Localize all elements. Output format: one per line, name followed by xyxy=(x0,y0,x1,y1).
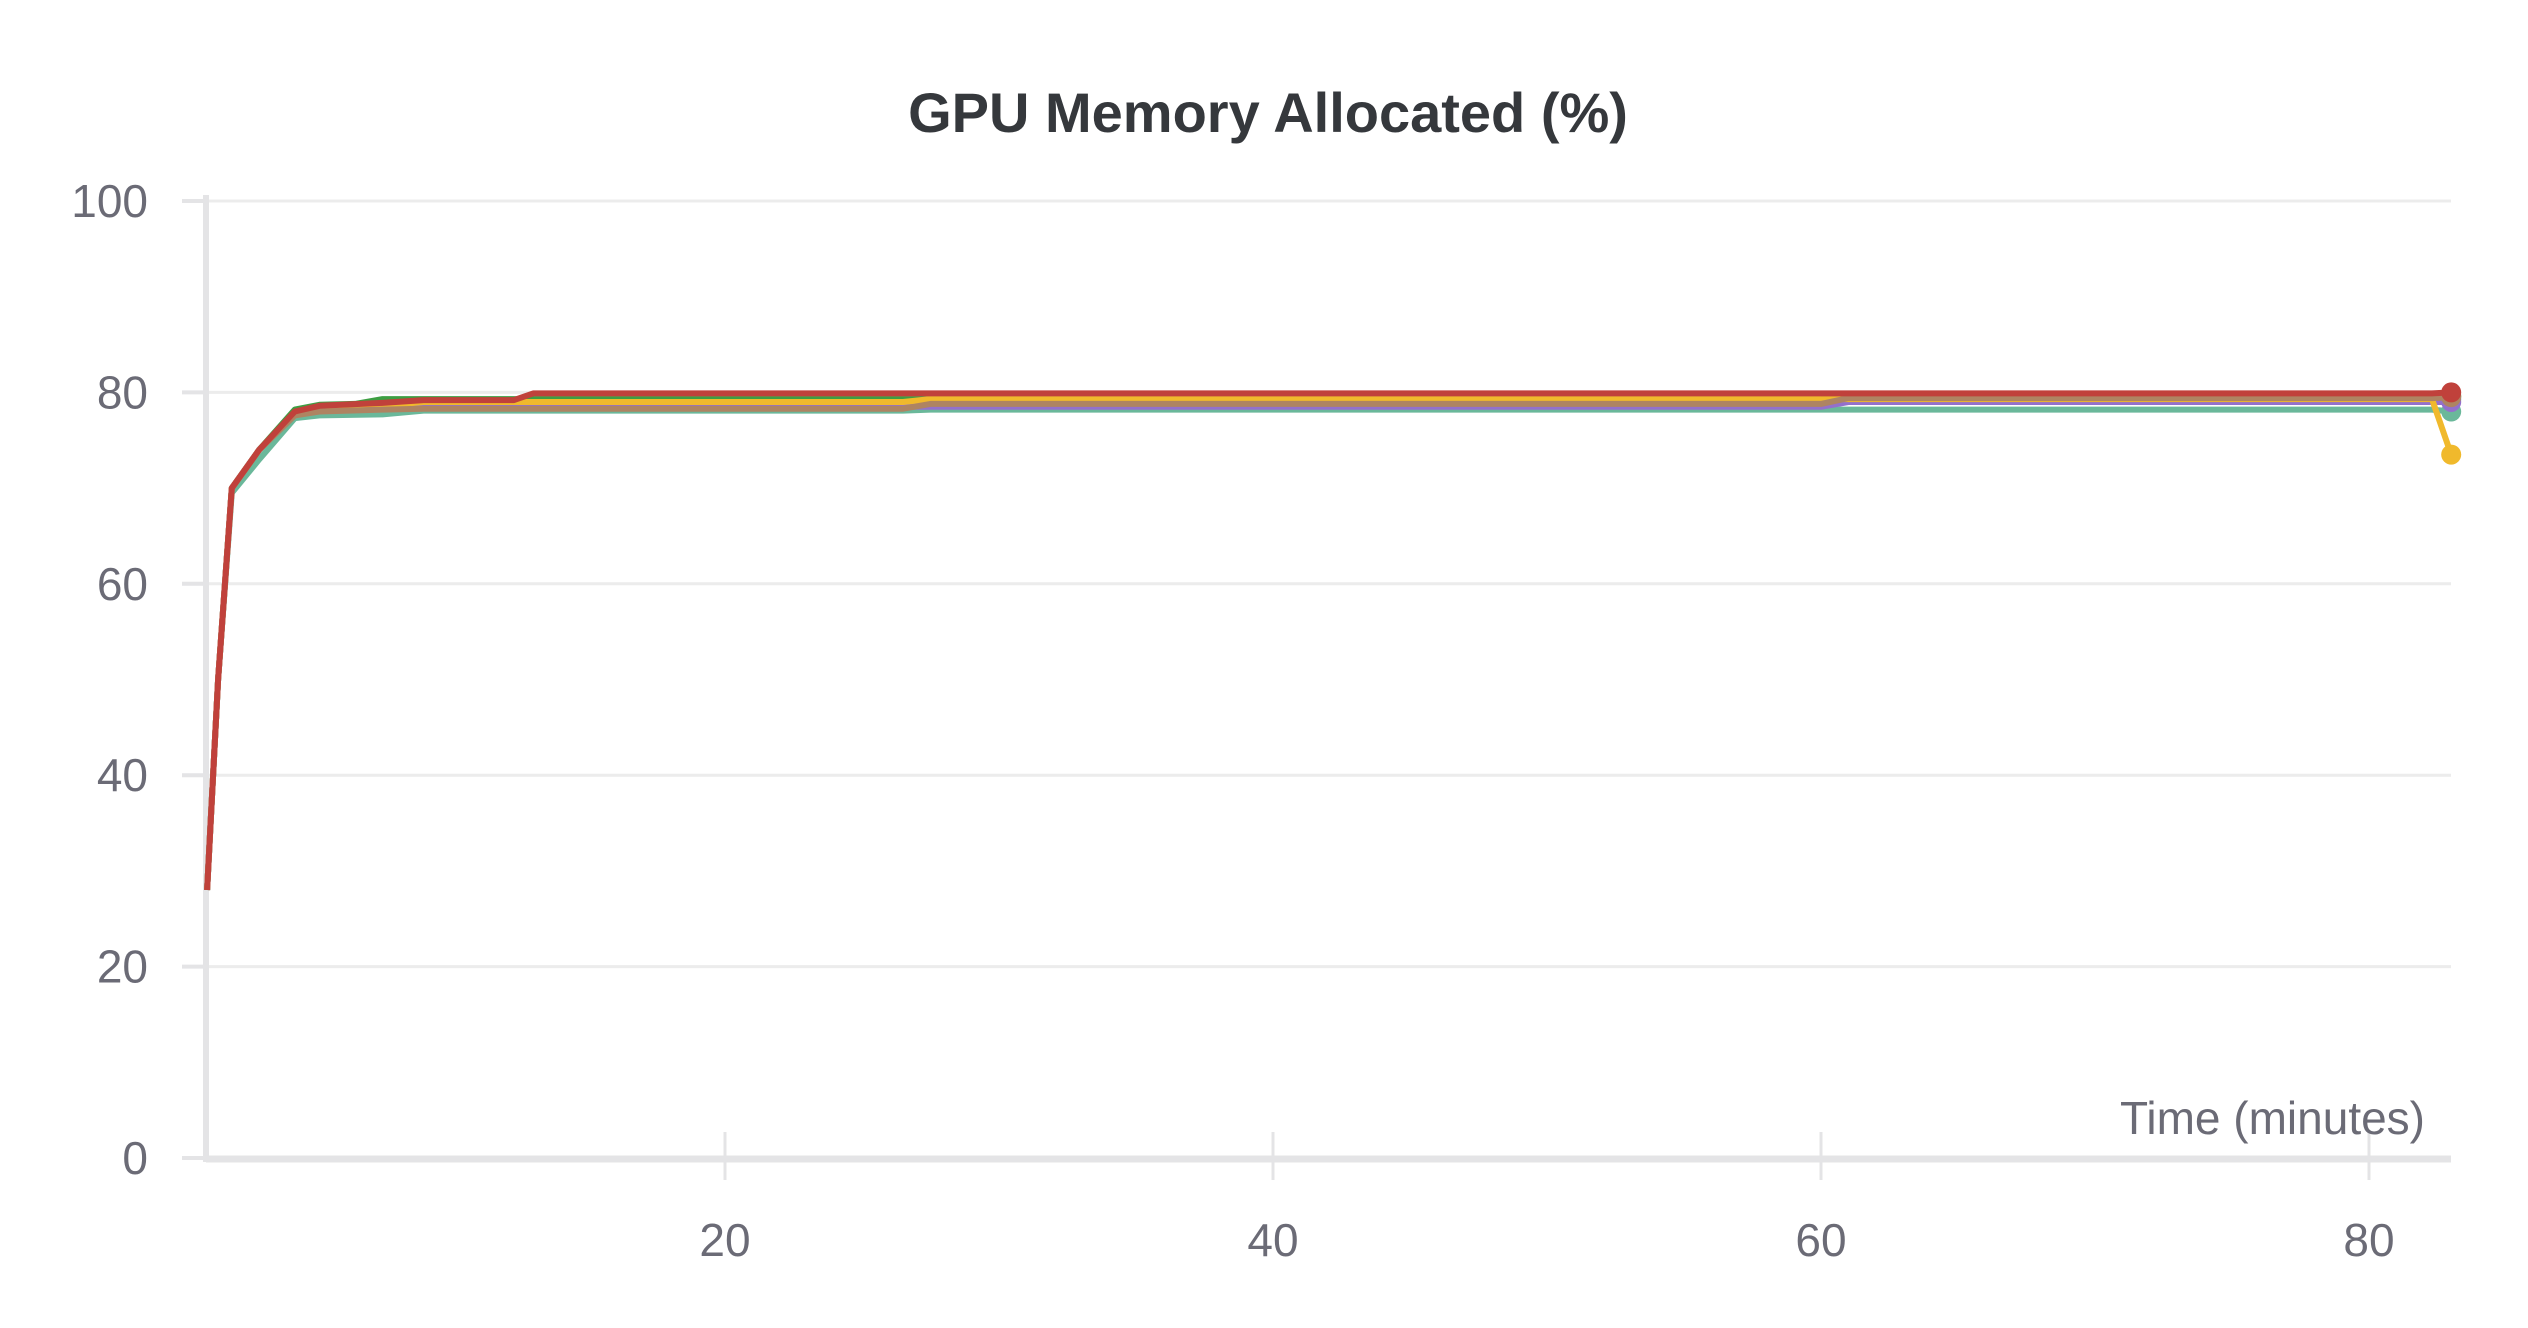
y-tick-label: 60 xyxy=(97,558,148,610)
series-lines xyxy=(204,382,2462,891)
series-line-1 xyxy=(204,396,2452,891)
series-line-3 xyxy=(204,399,2452,891)
chart-title: GPU Memory Allocated (%) xyxy=(908,81,1628,144)
x-axis-label: Time (minutes) xyxy=(2120,1092,2425,1144)
y-tick-label: 40 xyxy=(97,749,148,801)
y-axis: 0 20 40 60 80 100 xyxy=(71,175,209,1184)
x-axis: 20 40 60 80 xyxy=(206,1132,2451,1266)
series-line-2 xyxy=(204,393,2452,891)
y-tick-label: 20 xyxy=(97,941,148,993)
x-tick-label: 40 xyxy=(1247,1214,1298,1266)
series-line-5 xyxy=(204,394,2452,891)
x-tick-label: 20 xyxy=(699,1214,750,1266)
series-line-4 xyxy=(204,396,2455,891)
y-tick-label: 80 xyxy=(97,366,148,418)
y-tick-label: 100 xyxy=(71,175,148,227)
x-tick-label: 60 xyxy=(1795,1214,1846,1266)
series-line-6 xyxy=(204,389,2452,891)
gridlines xyxy=(206,199,2451,969)
series-endpoint-6 xyxy=(2441,382,2462,403)
x-tick-label: 80 xyxy=(2343,1214,2394,1266)
series-endpoint-4 xyxy=(2441,444,2462,465)
y-tick-label: 0 xyxy=(122,1132,148,1184)
series-line-0 xyxy=(204,406,2452,891)
